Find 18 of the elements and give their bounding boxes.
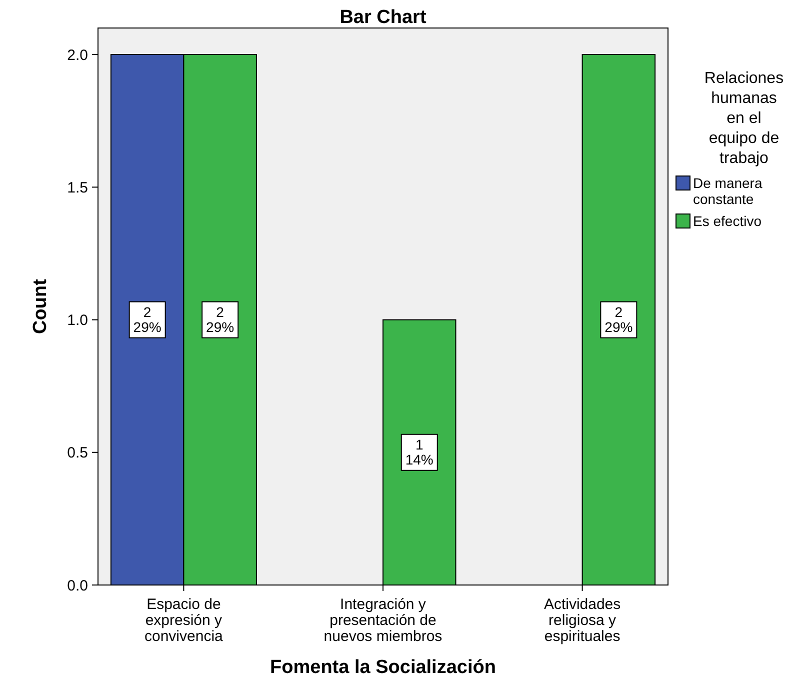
x-tick-label: Espacio de expresión y convivencia xyxy=(144,596,224,645)
x-axis-title: Fomenta la Socialización xyxy=(270,657,496,678)
chart-title: Bar Chart xyxy=(340,7,427,28)
x-tick-label: Actividades religiosa y espirituales xyxy=(544,596,621,645)
x-tick-label: Integración y presentación de nuevos miembros xyxy=(324,596,442,645)
y-tick-label: 1.5 xyxy=(67,179,88,196)
legend-title: Relaciones humanas en el equipo de trabajo xyxy=(704,70,784,167)
legend-label: De manera constante xyxy=(693,175,762,207)
legend-label: Es efectivo xyxy=(693,213,762,229)
data-label: 2 29% xyxy=(133,304,162,335)
y-axis-title: Count xyxy=(30,278,51,334)
y-tick-label: 2.0 xyxy=(67,46,88,64)
y-tick-label: 0.0 xyxy=(67,577,88,594)
y-tick-label: 1.0 xyxy=(67,312,88,330)
data-label: 1 14% xyxy=(405,436,434,468)
y-tick-label: 0.5 xyxy=(67,444,88,462)
data-label: 2 29% xyxy=(206,304,234,335)
data-label: 2 29% xyxy=(604,304,633,335)
